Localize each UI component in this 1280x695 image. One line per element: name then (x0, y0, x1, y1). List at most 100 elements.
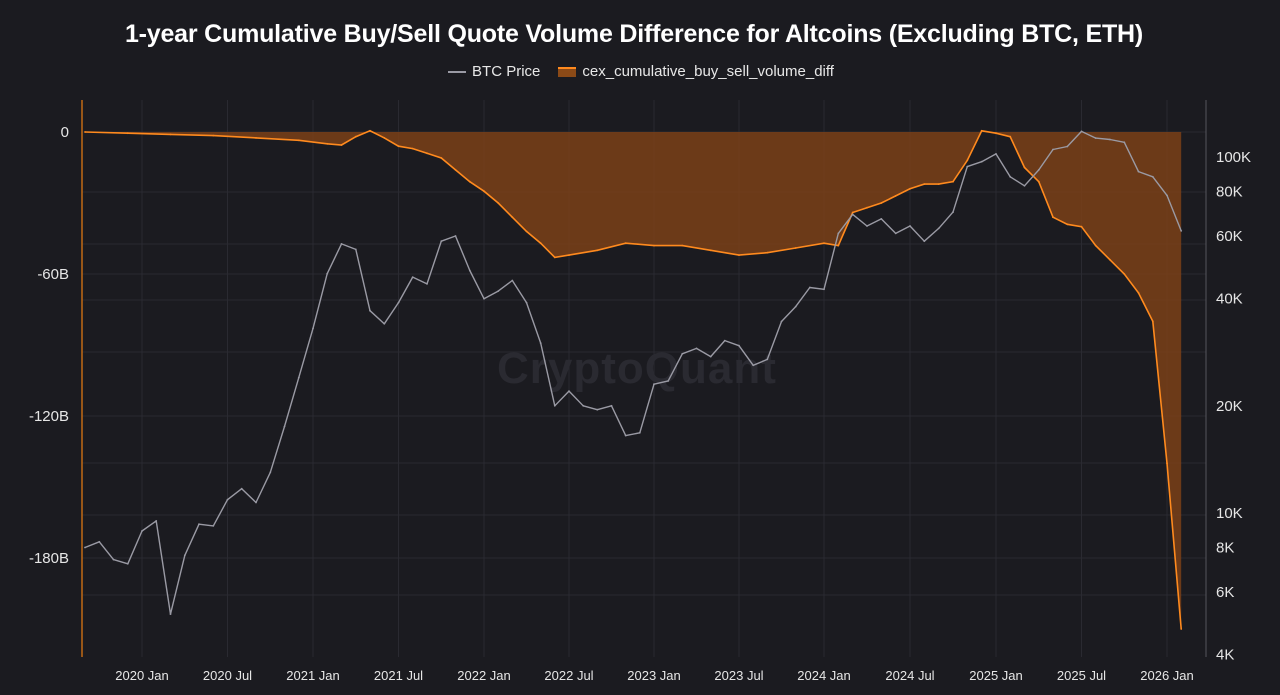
btc-price-point (1066, 145, 1069, 148)
cum-diff-point (539, 242, 542, 245)
cum-diff-point (568, 254, 570, 256)
right-tick-label: 20K (1216, 398, 1243, 415)
btc-price-point (1037, 169, 1040, 171)
right-tick-label: 8K (1216, 539, 1234, 556)
cum-diff-point (909, 187, 911, 190)
btc-price-point (638, 431, 641, 434)
axes: 2020 Jan 2020 Jul 2021 Jan 2021 Jul 2022 Jan… (29, 100, 1251, 683)
left-tick-label: -60B (37, 266, 69, 283)
btc-price-point (894, 232, 897, 235)
cum-diff-point (511, 216, 514, 219)
cum-diff-point (1123, 273, 1126, 275)
cum-diff-point (923, 183, 926, 186)
cum-diff-point (126, 132, 129, 135)
btc-price-point (255, 501, 257, 504)
cum-diff-point (84, 131, 86, 133)
btc-price-point (126, 562, 129, 565)
legend-item-btc-price[interactable]: BTC Price (448, 63, 540, 80)
btc-price-point (426, 283, 428, 285)
cum-diff-point (1109, 258, 1111, 261)
btc-price-point (354, 248, 357, 251)
btc-price-point (511, 279, 514, 282)
btc-price-point (596, 408, 599, 411)
legend-item-cum-diff[interactable]: cex_cumulative_buy_sell_volume_diff (558, 63, 834, 80)
cum-diff-point (1166, 462, 1168, 465)
btc-price-point (1180, 230, 1183, 232)
cum-diff-point (995, 132, 997, 135)
cum-diff-point (1052, 216, 1054, 219)
btc-price-point (212, 525, 215, 527)
btc-price-point (553, 404, 556, 407)
right-tick-label: 40K (1216, 291, 1243, 308)
cum-diff-point (440, 157, 443, 159)
btc-price-point (1137, 170, 1140, 173)
btc-price-point (667, 380, 670, 382)
btc-price-point (369, 309, 371, 312)
x-tick-label: 2025 Jan (969, 668, 1023, 683)
x-tick-label: 2022 Jul (544, 668, 593, 683)
cum-diff-point (837, 244, 840, 247)
btc-price-point (539, 342, 542, 344)
right-tick-label: 60K (1216, 228, 1243, 245)
btc-price-point (440, 240, 443, 243)
btc-price-point (880, 218, 883, 220)
btc-price-point (866, 225, 868, 227)
cum-diff-point (553, 256, 556, 259)
btc-price-point (1151, 175, 1154, 178)
btc-price-point (226, 498, 229, 501)
cum-diff-point (880, 202, 883, 204)
x-tick-label: 2020 Jul (203, 668, 252, 683)
btc-price-point (183, 554, 186, 557)
btc-price-point (851, 213, 854, 216)
cum-diff-point (1094, 244, 1097, 247)
cum-diff-point (894, 195, 897, 197)
cum-diff-point (255, 137, 257, 139)
btc-price-point (169, 613, 172, 615)
btc-price-point (624, 434, 627, 437)
btc-price-point (468, 269, 471, 272)
right-tick-label: 80K (1216, 183, 1243, 200)
btc-price-point (837, 232, 840, 235)
cum-diff-point (1009, 135, 1012, 138)
cum-diff-point (411, 147, 414, 150)
right-tick-label: 6K (1216, 584, 1234, 601)
left-tick-label: -180B (29, 550, 69, 567)
legend-label-btc-price: BTC Price (472, 63, 541, 80)
x-tick-label: 2021 Jul (374, 668, 423, 683)
legend: BTC Price cex_cumulative_buy_sell_volume… (0, 63, 1280, 80)
cum-diff-point (1066, 223, 1069, 226)
btc-price-point (653, 383, 655, 386)
cum-diff-point (369, 129, 371, 132)
cum-diff-point (980, 129, 983, 132)
btc-price-point (297, 376, 300, 379)
cum-diff-point (952, 180, 954, 183)
btc-price-point (937, 227, 940, 230)
x-tick-label: 2026 Jan (1140, 668, 1194, 683)
btc-price-point (695, 347, 698, 350)
cum-diff-point (1037, 180, 1040, 183)
right-tick-label: 4K (1216, 647, 1234, 664)
left-tick-label: 0 (61, 124, 69, 141)
cum-diff-line (84, 129, 1182, 630)
cum-diff-point (340, 144, 343, 146)
cum-diff-point (1151, 320, 1154, 323)
btc-price-point (709, 355, 712, 358)
cum-diff-point (1137, 292, 1140, 294)
cum-diff-point (966, 159, 969, 162)
cum-diff-point (766, 251, 769, 254)
btc-price-point (823, 288, 825, 291)
btc-price-point (84, 546, 86, 549)
cum-diff-point (497, 202, 500, 204)
cum-diff-point (738, 254, 740, 256)
x-tick-label: 2024 Jan (797, 668, 851, 683)
btc-price-point (141, 530, 143, 532)
btc-price-point (1094, 137, 1097, 140)
legend-swatch-cum-diff (558, 66, 577, 77)
btc-price-point (283, 425, 286, 428)
cum-diff-point (397, 145, 400, 148)
legend-label-cum-diff: cex_cumulative_buy_sell_volume_diff (582, 63, 834, 80)
cum-diff-point (709, 249, 712, 252)
btc-price-point (1052, 148, 1054, 151)
cum-diff-point (681, 244, 684, 247)
